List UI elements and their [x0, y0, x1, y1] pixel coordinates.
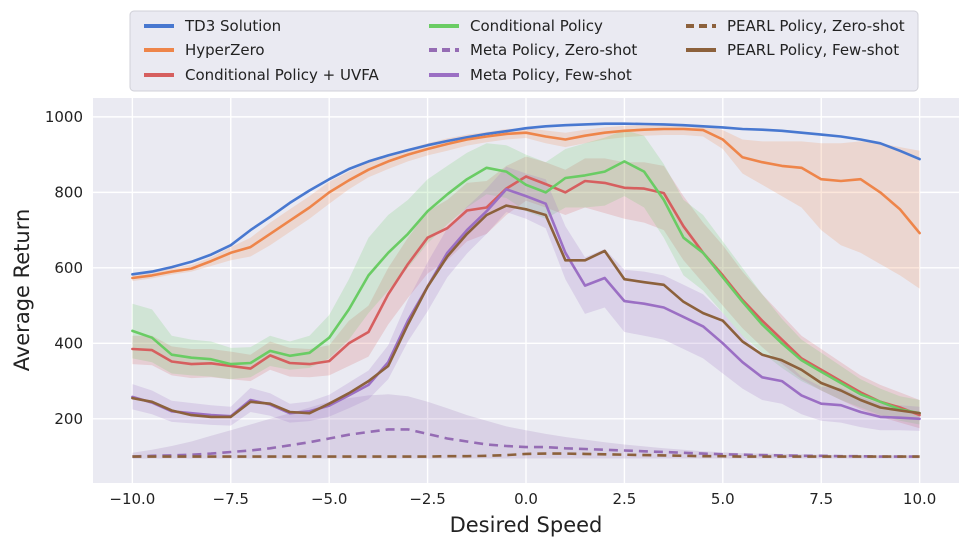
x-axis-ticks: −10.0 −7.5 −5.0 −2.5 0.0 2.5 5.0 7.5 10.0	[109, 490, 936, 508]
legend-label: HyperZero	[185, 41, 265, 59]
x-tick-label: 0.0	[514, 490, 538, 508]
legend-label: Meta Policy, Few-shot	[470, 66, 632, 84]
legend-box	[129, 10, 919, 92]
legend-label: TD3 Solution	[184, 17, 281, 35]
pearl-policy-zero-shot-line	[132, 452, 920, 458]
x-axis-title: Desired Speed	[450, 513, 603, 537]
meta-policy-zero-shot-band	[132, 394, 920, 459]
y-axis-ticks: 200 400 600 800 1000	[45, 108, 83, 428]
grid	[93, 98, 959, 483]
x-tick-label: −7.5	[213, 490, 249, 508]
y-tick-label: 400	[54, 334, 83, 352]
x-tick-label: 7.5	[809, 490, 833, 508]
meta-policy-few-shot-band	[132, 166, 920, 431]
meta-policy-zero-shot-line	[132, 428, 920, 458]
conditional-policy-line	[131, 160, 921, 415]
x-tick-label: 2.5	[612, 490, 636, 508]
td3-solution-line	[131, 122, 921, 276]
conditional-policy-uvfa-line	[131, 175, 921, 417]
legend-label: Conditional Policy + UVFA	[185, 66, 379, 84]
x-tick-label: 5.0	[711, 490, 735, 508]
y-tick-label: 200	[54, 410, 83, 428]
series-lines	[131, 122, 921, 458]
legend-label: Meta Policy, Zero-shot	[470, 41, 637, 59]
y-tick-label: 800	[54, 183, 83, 201]
legend-label: Conditional Policy	[470, 17, 603, 35]
legend: TD3 Solution HyperZero Conditional Policy …	[129, 10, 919, 92]
y-tick-label: 1000	[45, 108, 83, 126]
legend-label: PEARL Policy, Few-shot	[727, 41, 899, 59]
hyperzero-line	[131, 127, 921, 280]
x-tick-label: −5.0	[311, 490, 347, 508]
x-tick-label: −10.0	[109, 490, 155, 508]
y-axis-title: Average Return	[10, 209, 34, 372]
x-tick-label: 10.0	[903, 490, 936, 508]
legend-label: PEARL Policy, Zero-shot	[727, 17, 905, 35]
pearl-policy-few-shot-line	[131, 204, 921, 419]
y-tick-label: 600	[54, 259, 83, 277]
conditional-policy-band	[132, 130, 920, 425]
x-tick-label: −2.5	[409, 490, 445, 508]
